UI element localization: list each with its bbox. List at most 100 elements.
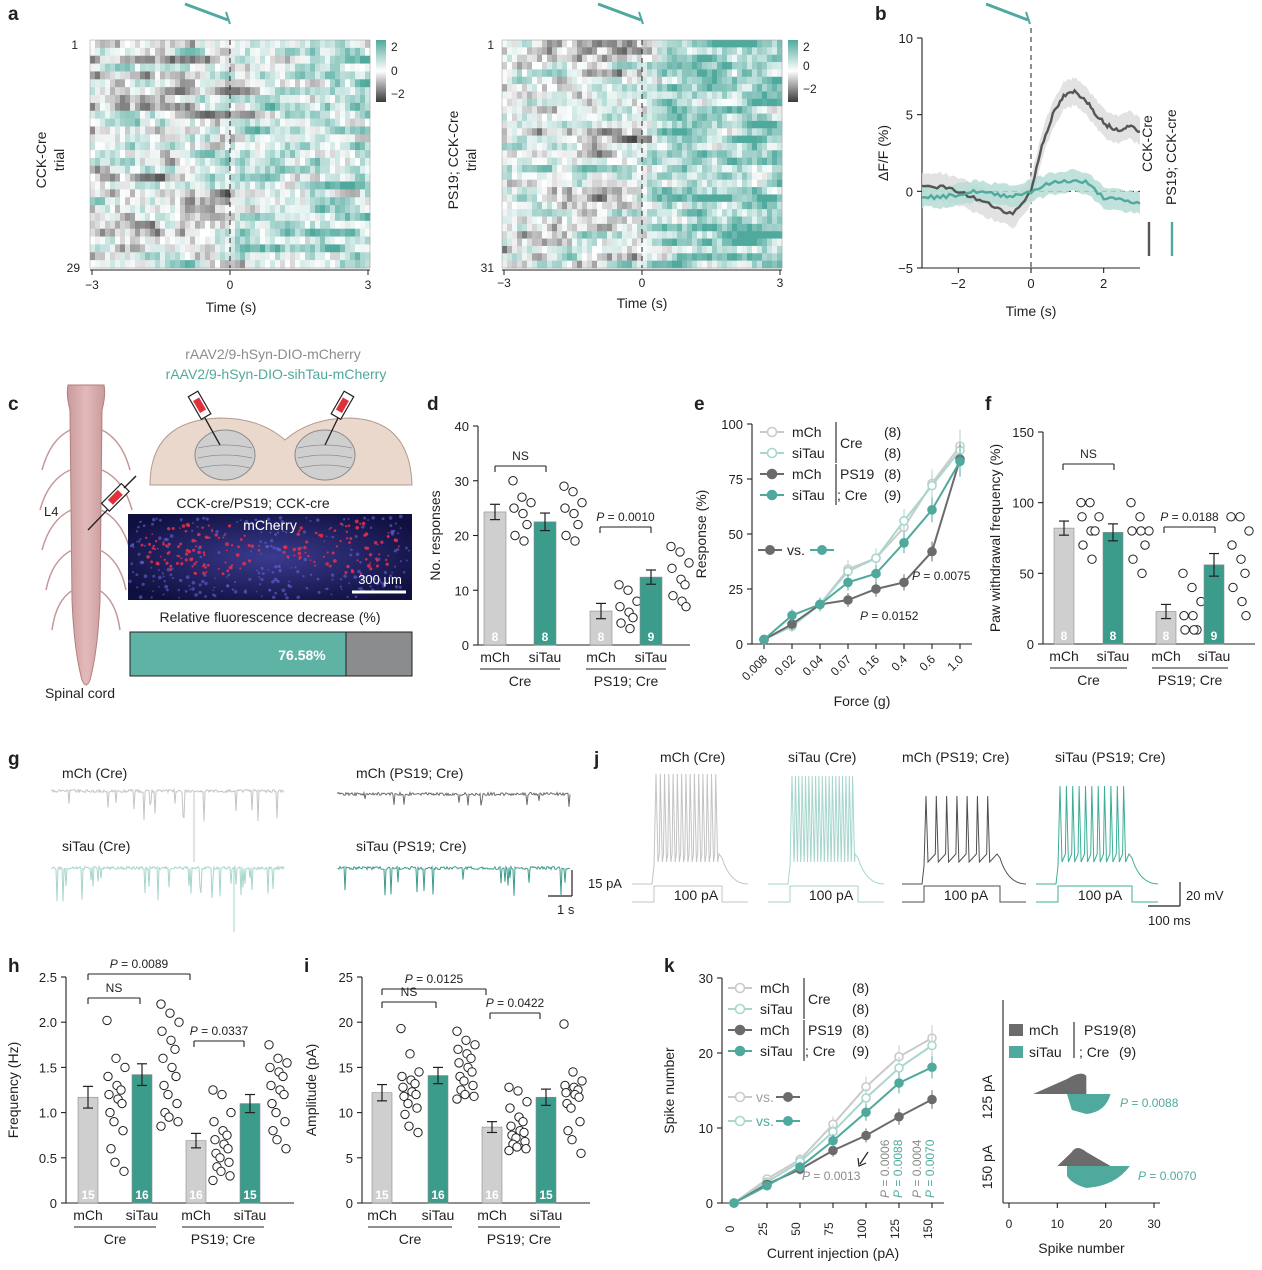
heatmap-cell [597,76,603,85]
heatmap-cell [672,47,678,55]
heatmap-cell [582,238,588,247]
heatmap-cell [355,173,361,182]
data-point [1087,554,1097,564]
heatmap-cell [647,120,653,129]
data-point [397,1071,407,1082]
heatmap-cell [717,172,723,181]
trace-label: siTau (PS19; Cre) [356,838,466,854]
heatmap-cell [95,40,101,49]
heatmap-cell [517,142,523,151]
heatmap-cell [90,71,96,80]
heatmap-cell [340,63,346,72]
heatmap-cell [160,134,166,143]
heatmap-cell [310,63,316,72]
heatmap-cell [250,134,256,143]
heatmap-cell [355,79,361,88]
legend-n: (8) [884,445,901,461]
heatmap-cell [290,260,296,269]
heatmap-cell [582,91,588,100]
heatmap-cell [125,197,131,206]
heatmap-cell [360,212,366,222]
heatmap-cell [360,165,366,174]
heatmap-cell [110,157,116,167]
heatmap-cell [647,216,653,225]
heatmap-cell [577,62,583,70]
heatmap-cell [95,55,101,64]
heatmap-cell [657,91,663,100]
heatmap-cell [330,87,336,96]
heatmap-cell [90,150,96,159]
heatmap-cell [527,260,533,269]
heatmap-cell [90,87,96,96]
heatmap-cell [220,189,226,198]
heatmap-cell [667,187,673,195]
heatmap-cell [210,181,216,190]
cell-dot [298,529,301,532]
heatmap-cell [582,172,588,181]
heatmap-cell [190,87,196,96]
heatmap-cell [597,69,603,78]
heatmap-cell [667,47,673,55]
heatmap-cell [587,209,593,217]
heatmap-cell [537,260,543,269]
heatmap-cell [632,135,638,144]
heatmap-cell [360,236,366,245]
cell-dot [398,514,403,519]
heatmap-cell [280,244,286,253]
heatmap-cell [542,209,548,217]
legend-group: PS19 [1084,1022,1118,1038]
heatmap-cell [512,194,518,203]
heatmap-cell [722,150,728,158]
cell-dot [354,535,358,538]
heatmap-cell [260,55,266,64]
data-point [172,1098,182,1109]
heatmap-cell [235,236,241,245]
cell-dot [347,517,350,520]
heatmap-cell [582,187,588,195]
heatmap-cell [542,157,548,166]
heatmap-cell [692,223,698,232]
heatmap-cell [105,102,111,112]
heatmap-cell [667,62,673,70]
cell-dot [326,551,329,554]
heatmap-cell [672,106,678,114]
heatmap-cell [567,40,573,48]
cell-dot [282,550,286,554]
heatmap-cell [295,71,301,80]
heatmap-cell [125,205,131,214]
cell-dot [274,591,278,595]
panel-j [632,773,1159,903]
heatmap-cell [230,205,236,214]
heatmap-cell [657,106,663,114]
heatmap-cell [677,40,683,48]
legend-group: Cre [808,991,831,1007]
heatmap-cell [617,128,623,136]
heatmap-cell [170,157,176,167]
heatmap-cell [612,106,618,114]
heatmap-cell [240,71,246,80]
heatmap-cell [727,150,733,158]
heatmap-cell [717,135,723,144]
heatmap-cell [305,40,311,49]
heatmap-cell [160,244,166,253]
heatmap-cell [135,63,141,72]
heatmap-cell [150,40,156,49]
heatmap-cell [340,220,346,229]
heatmap-cell [587,223,593,232]
heatmap-cell [717,216,723,225]
heatmap-cell [105,197,111,206]
heatmap-cell [552,253,558,261]
heatmap-cell [532,54,538,63]
heatmap-cell [300,79,306,88]
heatmap-cell [537,76,543,85]
action-potential-trace [902,795,1027,885]
cell-dot [230,544,234,547]
data-point [271,1107,281,1118]
data-point [1135,512,1145,522]
heatmap-cell [115,157,121,167]
heatmap-cell [195,47,201,57]
heatmap-cell [562,238,568,247]
heatmap-cell [647,69,653,78]
heatmap-cell [150,165,156,174]
heatmap-cell [305,95,311,104]
